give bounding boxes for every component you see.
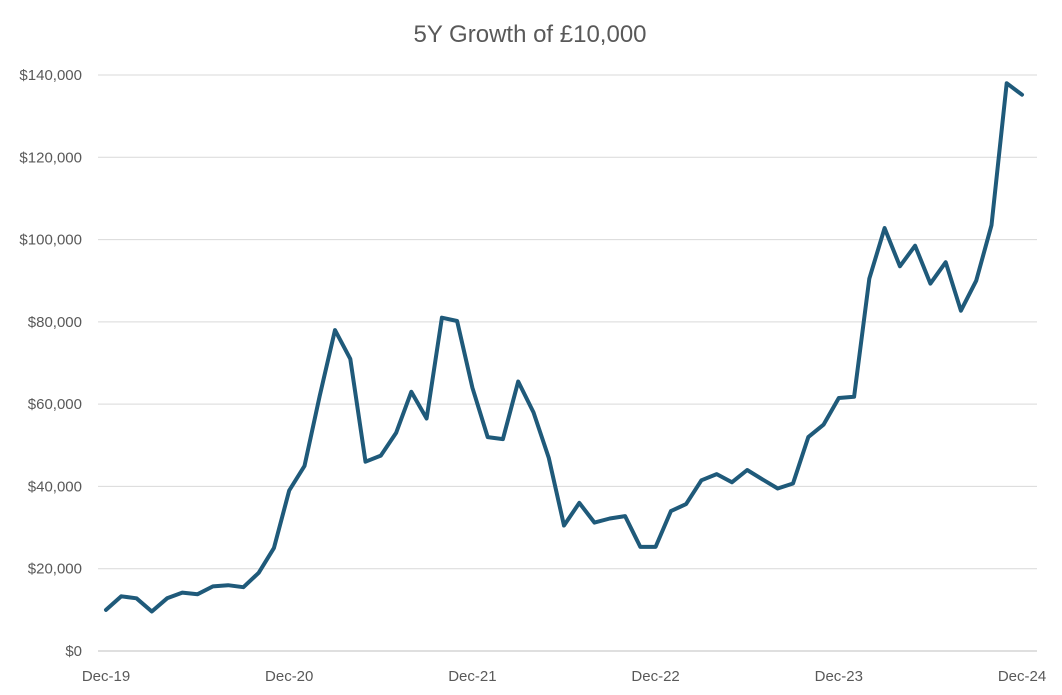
x-tick-label: Dec-19 [82,668,130,685]
x-tick-label: Dec-24 [998,668,1046,685]
y-tick-label: $80,000 [28,314,82,331]
gridlines [98,74,1037,652]
x-tick-label: Dec-20 [265,668,313,685]
x-tick-label: Dec-22 [631,668,679,685]
series-layer [104,81,1024,614]
y-tick-label: $60,000 [28,396,82,413]
y-tick-label: $140,000 [19,67,82,84]
x-tick-label: Dec-23 [815,668,863,685]
x-tick-label: Dec-21 [448,668,496,685]
y-tick-label: $40,000 [28,478,82,495]
series-line [104,81,1024,614]
y-tick-label: $100,000 [19,232,82,249]
y-axis-tick-labels: $0 $20,000 $40,000 $60,000 $80,000 $100,000 $1… [19,67,82,660]
x-axis-tick-labels: Dec-19 Dec-20 Dec-21 Dec-22 Dec-23 Dec-24 [82,668,1046,685]
y-tick-label: $0 [65,643,82,660]
y-tick-label: $120,000 [19,149,82,166]
y-tick-label: $20,000 [28,561,82,578]
chart-title: 5Y Growth of £10,000 [413,21,646,48]
